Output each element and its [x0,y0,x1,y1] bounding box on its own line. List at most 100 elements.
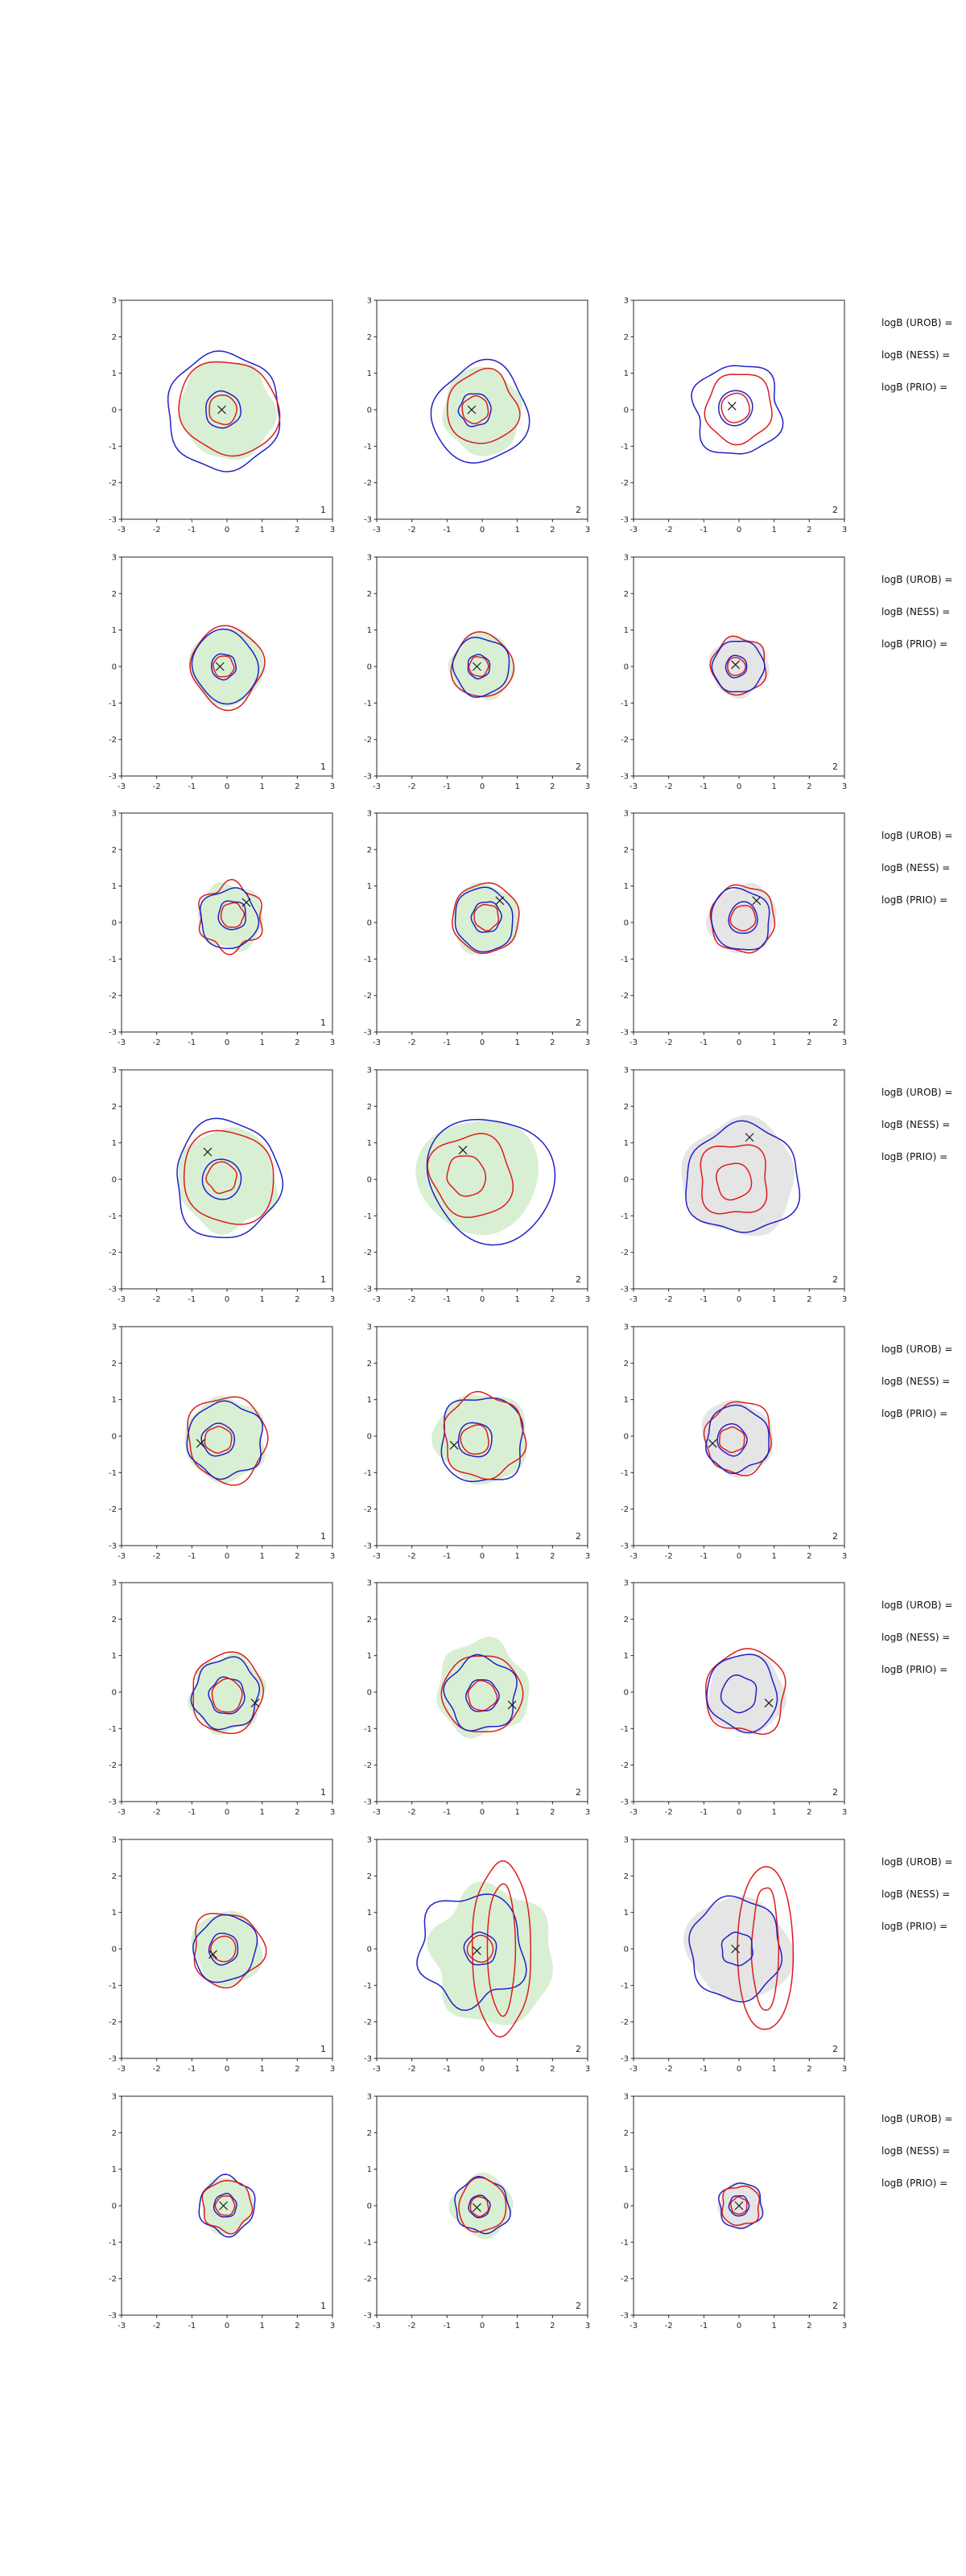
x-tick-label: -1 [700,1295,708,1304]
marker-x [449,1440,459,1450]
y-tick-label: 1 [112,1396,117,1405]
x-tick-label: -3 [373,1295,381,1304]
marker-x [242,898,251,907]
y-tick-label: 1 [624,1909,629,1918]
corner-label: 2 [832,505,838,515]
x-tick-label: -2 [665,1038,673,1047]
x-tick-label: 2 [550,2065,555,2074]
x-tick-label: -3 [630,1295,638,1304]
y-tick-label: -2 [109,1249,117,1257]
x-tick-label: -2 [665,1295,673,1304]
x-tick-label: 3 [842,1038,847,1047]
subplot-r8c3: -3 -2 -1 0 1 2 3 -3 -2 -1 0 1 2 3 2 [621,2093,847,2331]
side-label: logB (UROB) = [881,574,953,585]
side-label: logB (PRIO) = [881,1921,948,1932]
x-tick-label: -2 [408,1038,416,1047]
x-tick-label: -2 [408,782,416,791]
fill-blob-green [427,1881,553,2025]
contour-blue [688,1895,783,2003]
contour-blue [685,1120,801,1233]
contour-red [703,1401,772,1477]
contour-red [467,1679,498,1711]
y-tick-label: 0 [624,1433,629,1442]
x-tick-label: 0 [225,1552,229,1561]
y-tick-label: -3 [364,1542,372,1551]
x-tick-label: -1 [443,1552,451,1561]
x-tick-label: -3 [118,1295,126,1304]
plot-area [197,878,264,956]
y-tick-label: 3 [624,2093,629,2102]
x-tick-label: 0 [737,782,741,791]
y-tick-label: -3 [364,1286,372,1294]
y-tick-label: 1 [367,882,372,891]
contour-red [440,1655,524,1733]
y-tick-label: -3 [621,1798,629,1807]
side-label: logB (UROB) = [881,1087,953,1098]
subplot-r6c2: -3 -2 -1 0 1 2 3 -3 -2 -1 0 1 2 3 2 [364,1579,590,1818]
x-tick-label: -3 [373,1552,381,1561]
x-tick-label: 3 [585,1038,590,1047]
x-tick-label: -2 [408,2322,416,2330]
x-tick-label: -3 [630,1552,638,1561]
y-tick-label: -1 [109,1212,117,1221]
contour-blue [190,1656,261,1731]
contour-blue [716,1423,748,1457]
marker-x [208,1950,217,1959]
fill-blob-green [442,366,522,456]
contour-blue [724,654,748,679]
x-tick-label: -1 [700,1552,708,1561]
contour-blue [691,365,784,455]
y-tick-label: 1 [624,1652,629,1661]
side-label: logB (UROB) = [881,1856,953,1868]
corner-label: 1 [320,762,326,772]
y-tick-label: -3 [109,2055,117,2064]
marker-x [250,1699,260,1708]
x-tick-label: 3 [330,2065,335,2074]
y-tick-label: 0 [367,407,372,415]
y-tick-label: -2 [364,1505,372,1514]
plot-area [691,365,784,455]
side-label: logB (UROB) = [881,830,953,841]
subplot-r7c1: -3 -2 -1 0 1 2 3 -3 -2 -1 0 1 2 3 1 [109,1836,335,2074]
contour-blue [705,1404,770,1475]
corner-label: 2 [576,1531,581,1542]
y-tick-label: -3 [109,516,117,525]
x-tick-label: -1 [700,1808,708,1817]
x-tick-label: -1 [700,526,708,535]
x-tick-label: 1 [771,2065,776,2074]
y-tick-label: 2 [624,1872,629,1881]
x-tick-label: 0 [737,2065,741,2074]
marker-x [473,2202,481,2212]
plot-area [681,1115,801,1236]
fill-blob-green [197,881,264,952]
contour-blue [464,1678,500,1712]
corner-label: 2 [832,1274,838,1285]
y-tick-label: 3 [367,1067,372,1075]
contour-blue [720,1931,753,1967]
side-label: logB (UROB) = [881,317,953,328]
x-tick-label: -3 [118,2322,126,2330]
x-tick-label: 2 [550,1808,555,1817]
x-tick-label: 2 [807,1295,811,1304]
contour-red [447,367,521,444]
y-tick-label: 0 [112,919,117,928]
corner-label: 2 [576,1787,581,1798]
corner-label: 2 [576,505,581,515]
y-tick-label: -1 [364,700,372,708]
marker-x [745,1133,754,1142]
x-tick-label: -1 [188,782,196,791]
y-tick-label: 1 [112,1652,117,1661]
contour-red [718,1426,745,1454]
side-label: logB (UROB) = [881,1344,953,1355]
axes-frame [633,299,845,520]
x-tick-label: 1 [514,1808,519,1817]
x-tick-label: -3 [118,782,126,791]
marker-x [217,405,226,415]
x-tick-label: -2 [665,782,673,791]
y-tick-label: 1 [367,369,372,378]
contour-red [210,1935,237,1963]
x-tick-label: 2 [807,1808,811,1817]
x-tick-label: 2 [550,526,555,535]
contour-blue [467,654,491,679]
contour-blue [200,1422,236,1457]
